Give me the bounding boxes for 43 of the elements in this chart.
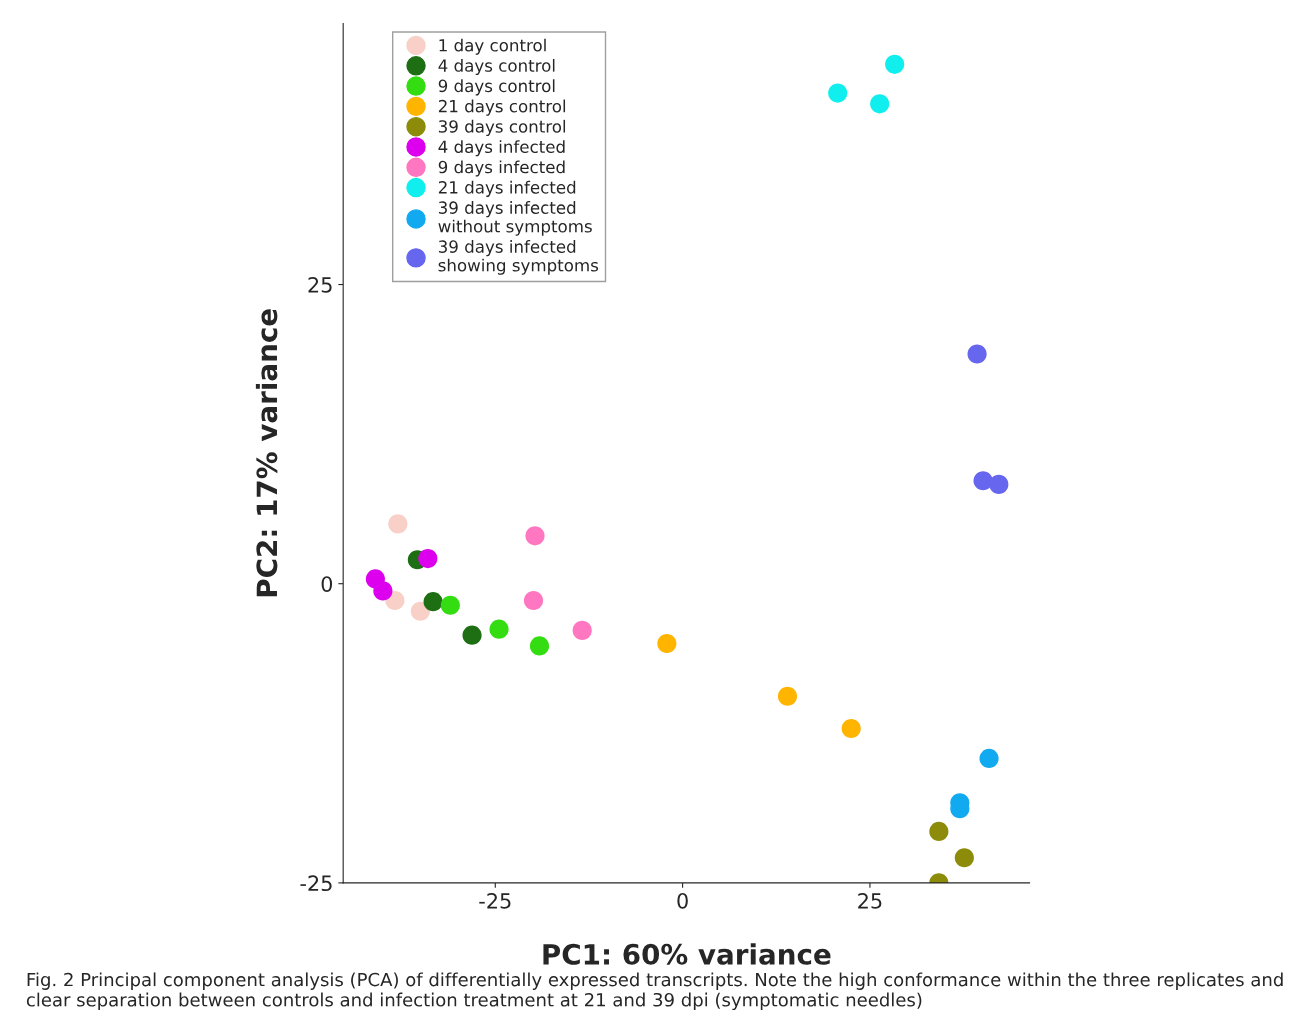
legend-label: 1 day control: [439, 38, 546, 55]
point: [967, 344, 987, 364]
legend-label: 9 days control: [438, 79, 555, 96]
point: [373, 581, 393, 601]
legend-label: 4 days control: [438, 58, 555, 76]
y-tick-label: 0: [321, 576, 333, 592]
legend-label: 21 days infected: [438, 180, 576, 197]
point: [489, 619, 509, 639]
point: [973, 471, 993, 491]
x-tick-label: -25: [479, 892, 511, 909]
y-axis-title: PC2: 17% variance: [255, 309, 278, 597]
point: [529, 636, 550, 656]
legend-label: 21 days control: [438, 99, 566, 116]
point: [989, 474, 1009, 494]
legend-label: 9 days infected: [438, 160, 565, 177]
point: [841, 718, 861, 739]
point: [870, 94, 890, 114]
y-tick-label: 25: [308, 277, 332, 293]
point: [418, 549, 438, 569]
point: [828, 83, 848, 103]
point: [929, 821, 949, 841]
point: [954, 848, 974, 868]
y-tick-label: -25: [300, 875, 332, 892]
caption: Fig. 2 Principal component analysis (PCA) of differentially expressed transcripts. Note the high conformance within the three replicates and clear separation between controls and infection treatment at 21 and 39 dpi (symptomatic needles): [26, 972, 1283, 1011]
x-tick-label: 0: [677, 892, 688, 909]
point: [440, 595, 460, 615]
point: [885, 54, 905, 74]
point: [462, 625, 482, 645]
point: [388, 514, 408, 534]
x-axis-title: PC1: 60% variance: [543, 943, 831, 965]
point: [523, 590, 544, 611]
point: [979, 748, 999, 768]
legend-label: 4 days infected: [438, 140, 565, 157]
point: [410, 601, 430, 621]
legend-label: 39 days infected without symptoms: [438, 201, 592, 236]
legend-label: 39 days control: [438, 119, 566, 136]
point: [657, 633, 677, 654]
x-tick-label: 25: [858, 892, 882, 909]
point: [423, 592, 443, 612]
point: [777, 686, 798, 706]
point: [525, 526, 545, 546]
point: [572, 620, 592, 640]
legend-label: 39 days infected showing symptoms: [438, 240, 599, 275]
